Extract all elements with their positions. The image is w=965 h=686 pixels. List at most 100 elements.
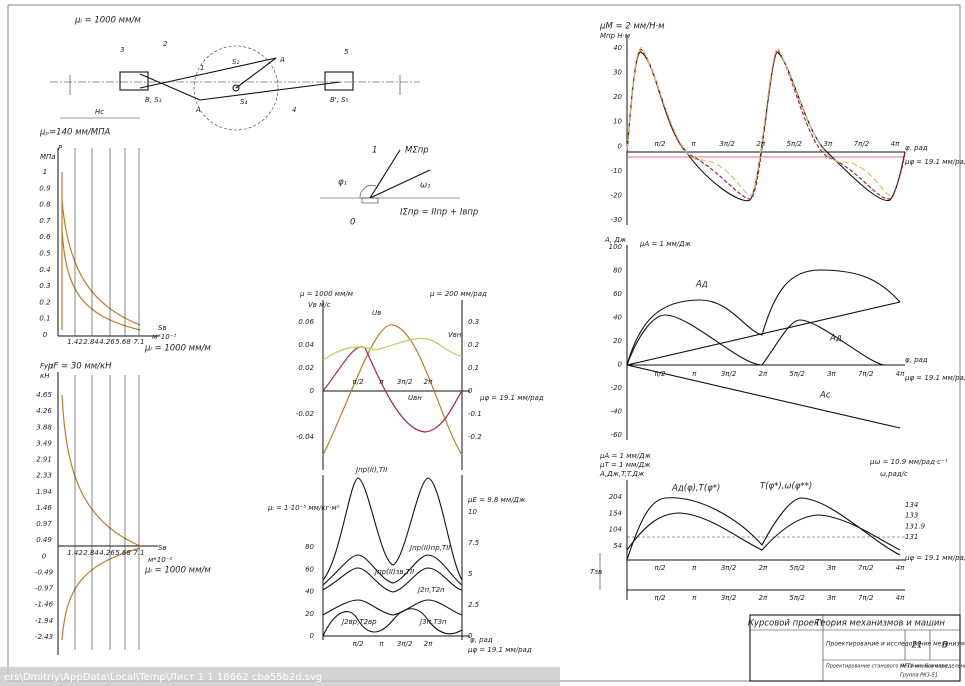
tick-label: 3π bbox=[827, 370, 836, 378]
tick-label: 0 bbox=[468, 387, 473, 395]
label: Mпр Н·м bbox=[600, 32, 631, 40]
tick-label: 5π/2 bbox=[789, 370, 805, 378]
tick-label: -0.49 bbox=[35, 568, 54, 576]
tick-label: 2π bbox=[759, 564, 768, 572]
tick-label: π/2 bbox=[654, 370, 666, 378]
tick-label: 154 bbox=[609, 509, 622, 517]
tick-label: 40 bbox=[305, 588, 314, 596]
label: μM = 2 мм/Н·м bbox=[599, 22, 665, 32]
label: B', S₅ bbox=[330, 96, 349, 104]
tick-label: π/2 bbox=[654, 140, 666, 148]
label: 21 bbox=[912, 641, 923, 651]
label: S₄ bbox=[240, 98, 247, 106]
tick-label: π bbox=[692, 370, 697, 378]
label: B, S₃ bbox=[145, 96, 162, 104]
label: μφ = 19.1 мм/рад bbox=[904, 554, 965, 562]
label: Aд bbox=[695, 280, 708, 290]
tick-label: π/2 bbox=[654, 564, 666, 572]
tick-label: 5π/2 bbox=[789, 564, 805, 572]
tick-label: 5π/2 bbox=[789, 594, 805, 602]
tick-label: 2.5 bbox=[468, 601, 480, 609]
tick-label: 0.2 bbox=[39, 298, 51, 306]
tick-label: 3π/2 bbox=[397, 378, 413, 386]
label: Tзв bbox=[590, 568, 602, 576]
tick-label: 10 bbox=[468, 508, 477, 516]
tick-label: -20 bbox=[611, 384, 623, 392]
tick-label: 0 bbox=[618, 142, 623, 150]
label: Aд bbox=[829, 334, 842, 344]
label: 2 bbox=[163, 40, 168, 48]
tick-label: 54 bbox=[613, 542, 622, 550]
tick-label: 20 bbox=[613, 337, 622, 345]
tick-label: 0 bbox=[310, 387, 315, 395]
label: Jпр(II),TII bbox=[354, 466, 387, 474]
tick-label: 7.1 bbox=[133, 338, 144, 346]
tick-label: 3π/2 bbox=[721, 370, 737, 378]
tick-label: -0.97 bbox=[35, 585, 54, 593]
tick-label: 7.5 bbox=[468, 539, 480, 547]
label: A bbox=[195, 106, 201, 114]
tick-label: 2π bbox=[756, 140, 765, 148]
tick-label: 80 bbox=[613, 267, 622, 275]
tick-label: 60 bbox=[613, 290, 622, 298]
tick-label: 0 bbox=[43, 331, 48, 339]
label: Jпр(II)зв,TII bbox=[373, 568, 414, 576]
force-chart bbox=[57, 372, 158, 655]
tick-label: 2.33 bbox=[36, 472, 52, 480]
tick-label: 0.1 bbox=[468, 364, 479, 372]
label: 4 bbox=[292, 106, 296, 114]
inertia-chart bbox=[322, 475, 470, 640]
tick-label: -10 bbox=[611, 167, 623, 175]
tick-label: 3π bbox=[824, 140, 833, 148]
tick-label: 104 bbox=[609, 526, 622, 534]
tick-label: 80 bbox=[305, 543, 314, 551]
label: Aд(φ),T(φ*) bbox=[671, 484, 720, 494]
tick-label: π bbox=[691, 140, 696, 148]
tick-label: 1.42 bbox=[67, 338, 83, 346]
label: 5 bbox=[344, 48, 349, 56]
label: Uв bbox=[372, 309, 381, 317]
label: μA = 1 мм/Дж bbox=[599, 452, 652, 460]
tick-label: 1.46 bbox=[36, 504, 52, 512]
label: м*10⁻² bbox=[148, 556, 172, 564]
label: МПа bbox=[40, 153, 56, 161]
label: Sв bbox=[158, 324, 167, 332]
status-bar bbox=[0, 667, 560, 686]
tick-label: 5.68 bbox=[115, 338, 131, 346]
tick-label: 0.9 bbox=[39, 184, 51, 192]
tick-label: π bbox=[379, 640, 384, 648]
tick-label: 4π bbox=[891, 140, 900, 148]
label: Fуп bbox=[40, 362, 53, 370]
tick-label: 20 bbox=[613, 93, 622, 101]
tick-label: 0.8 bbox=[39, 201, 51, 209]
label: φ, рад bbox=[905, 144, 928, 152]
tick-label: 10 bbox=[613, 118, 622, 126]
tick-label: 0 bbox=[468, 632, 473, 640]
tick-label: 0.49 bbox=[36, 536, 52, 544]
tick-label: 133 bbox=[905, 512, 918, 520]
label: Hс bbox=[95, 108, 104, 116]
label: μ = 200 мм/рад bbox=[429, 290, 487, 298]
label: Aс bbox=[819, 391, 831, 401]
tick-label: 5π/2 bbox=[787, 140, 803, 148]
label: Jпр(II)пр,TII bbox=[408, 544, 450, 552]
tick-label: 7.1 bbox=[133, 549, 144, 557]
label: μφ = 19.1 мм/рад bbox=[904, 374, 965, 382]
label: MΣпр bbox=[405, 146, 429, 156]
label: μₗ = 1000 мм/м bbox=[144, 566, 211, 576]
tick-label: 4.26 bbox=[99, 549, 115, 557]
tick-label: 0.06 bbox=[298, 318, 314, 326]
tick-label: 2.91 bbox=[36, 456, 52, 464]
tick-label: 134 bbox=[905, 501, 918, 509]
label: Проектирование и исследование механизмов… bbox=[826, 641, 965, 648]
tick-label: 2.84 bbox=[83, 549, 99, 557]
label: μφ = 19.1 мм/рад bbox=[467, 646, 532, 654]
label: P bbox=[58, 144, 63, 152]
label: μₚ=140 мм/МПА bbox=[39, 128, 111, 138]
tick-label: -0.2 bbox=[468, 433, 482, 441]
label: ω,рад/с bbox=[880, 470, 908, 478]
title-block bbox=[749, 614, 961, 682]
label: Проектирование станового механизма и опр… bbox=[826, 664, 965, 670]
